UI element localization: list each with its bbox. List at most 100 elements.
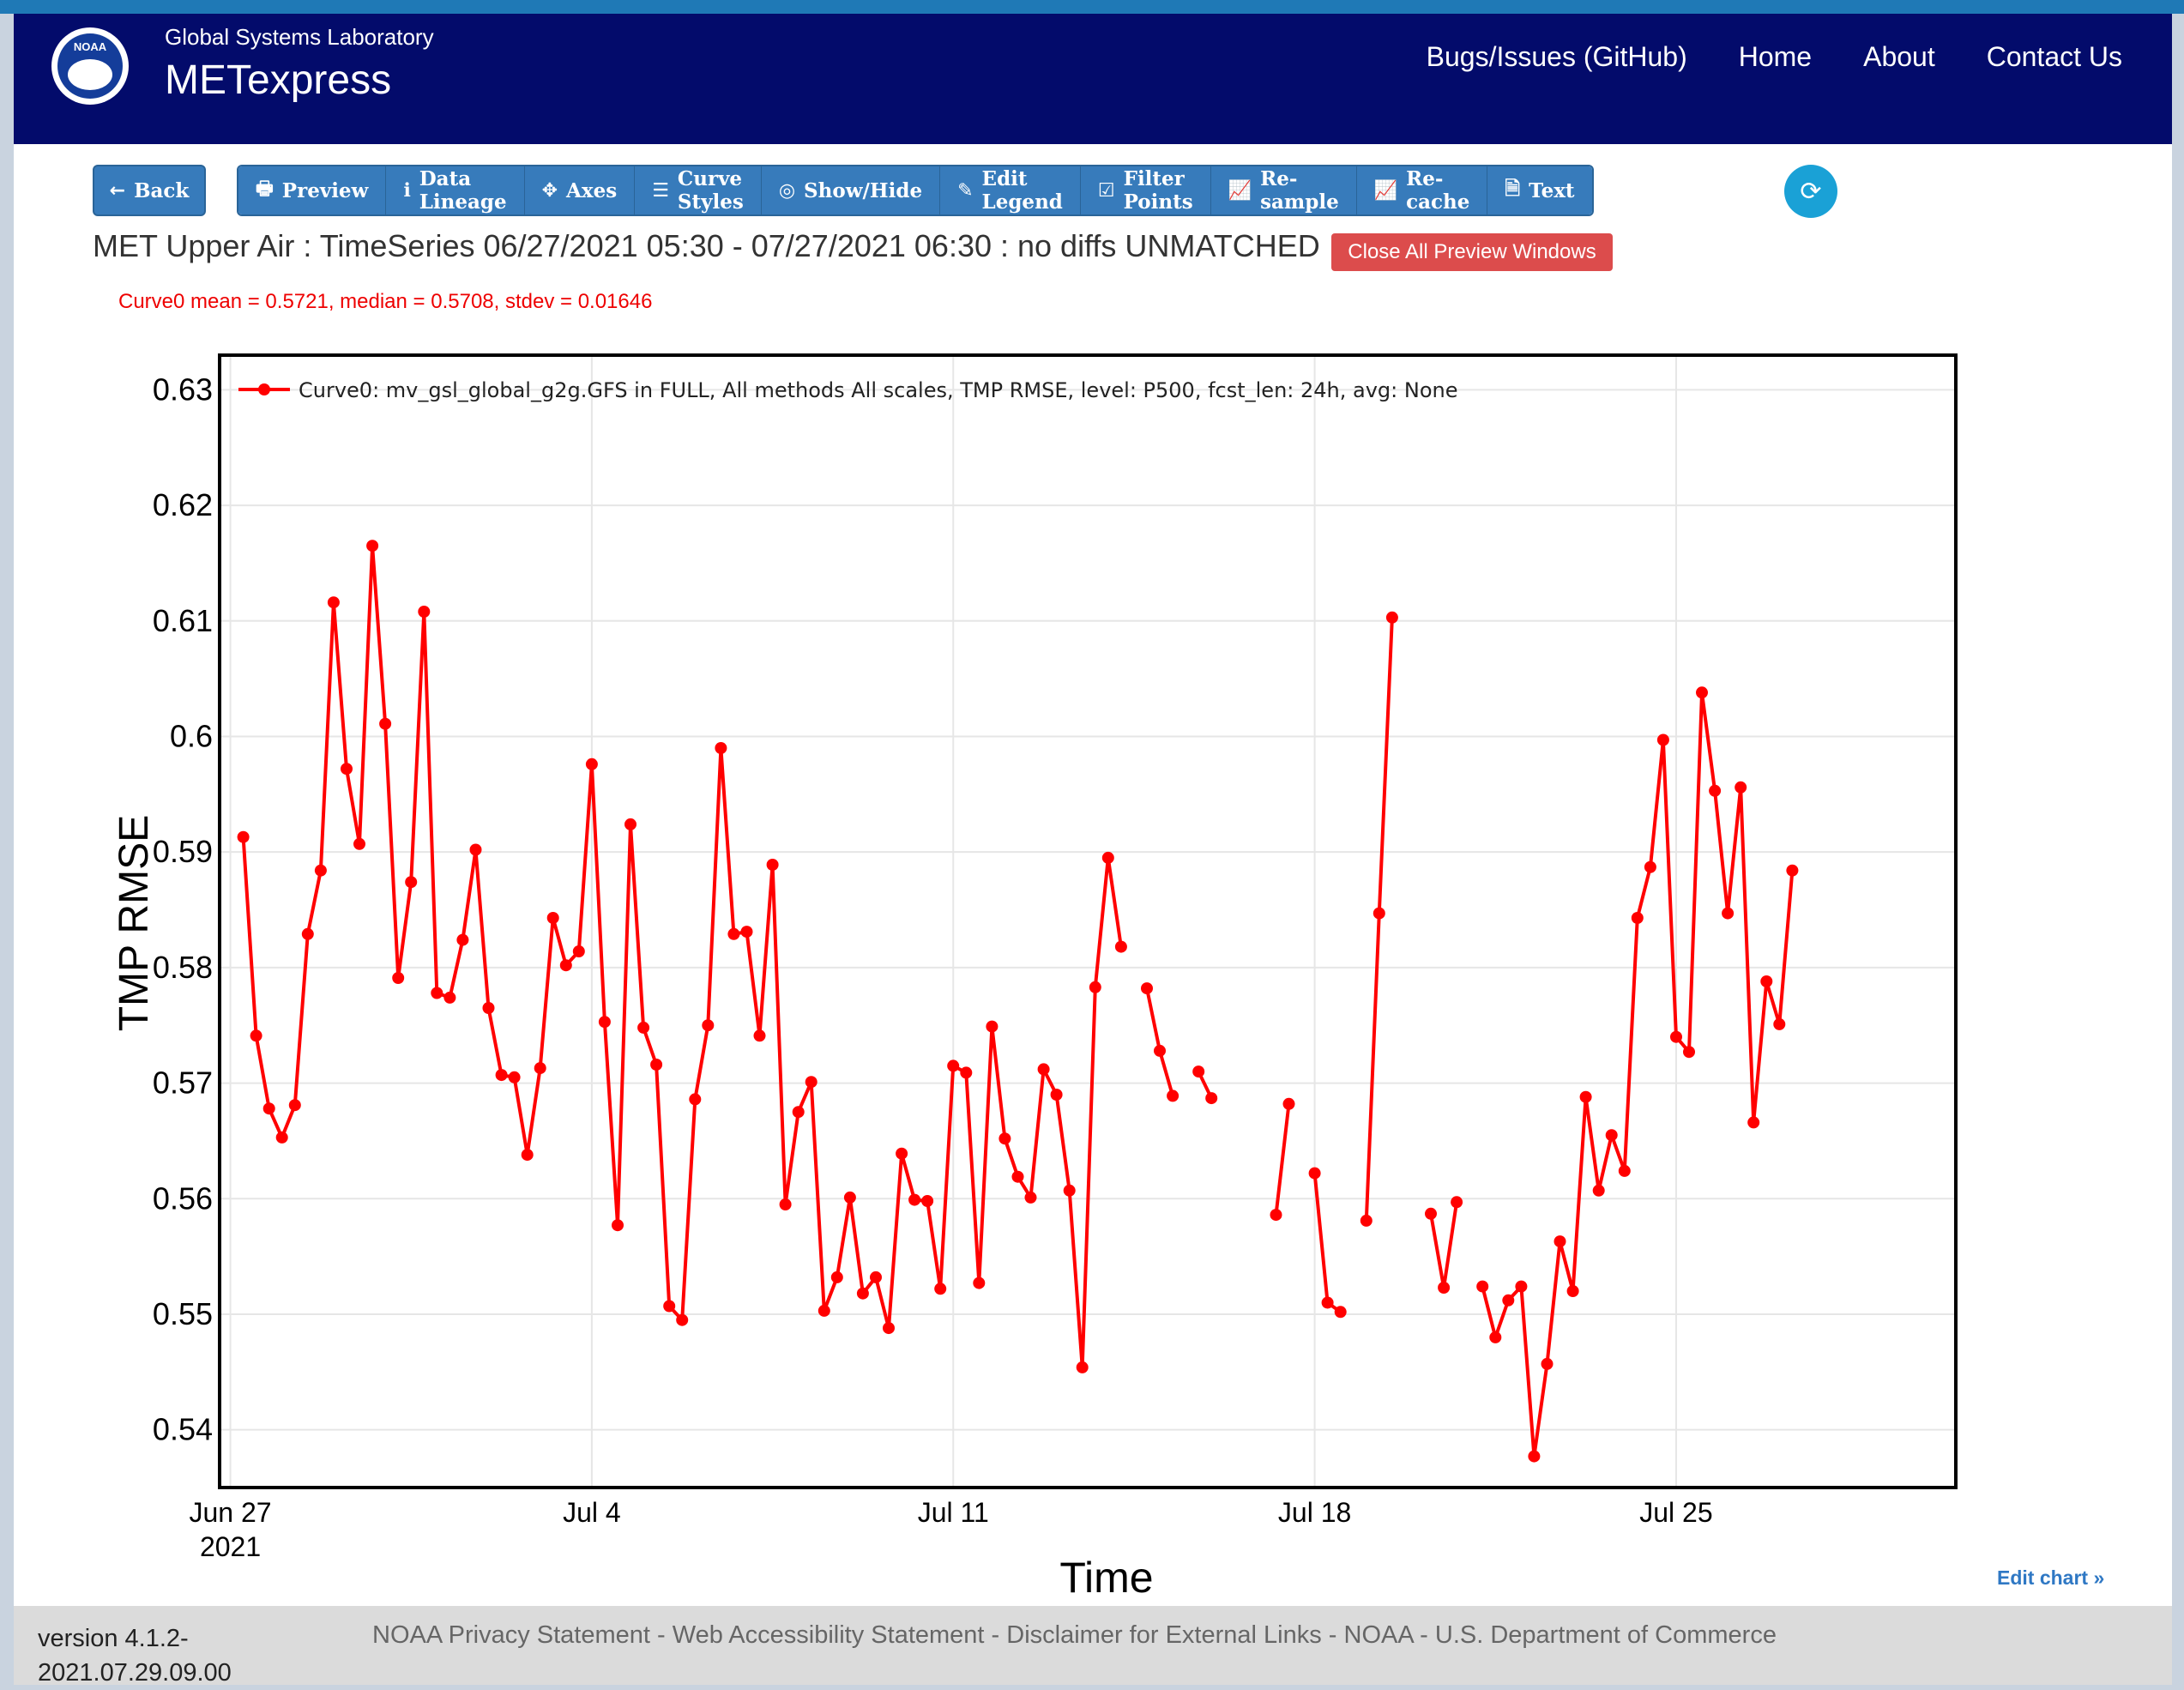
data-point[interactable] xyxy=(392,972,405,984)
data-point[interactable] xyxy=(1670,1030,1682,1043)
data-point[interactable] xyxy=(585,757,598,770)
series-curve0[interactable] xyxy=(237,540,1799,1463)
data-point[interactable] xyxy=(1656,733,1669,746)
data-point[interactable] xyxy=(830,1271,843,1283)
data-point[interactable] xyxy=(870,1271,882,1283)
data-point[interactable] xyxy=(1037,1063,1050,1076)
data-point[interactable] xyxy=(1101,851,1114,864)
link-web-accessibility[interactable]: Web Accessibility Statement xyxy=(672,1621,985,1649)
data-point[interactable] xyxy=(1334,1306,1347,1319)
back-button[interactable]: ← Back xyxy=(93,165,206,216)
data-point[interactable] xyxy=(921,1195,934,1207)
data-point[interactable] xyxy=(843,1191,856,1204)
legend[interactable]: Curve0: mv_gsl_global_g2g.GFS in FULL, A… xyxy=(238,378,1457,402)
data-point[interactable] xyxy=(327,596,340,609)
data-point[interactable] xyxy=(1050,1089,1063,1101)
data-point[interactable] xyxy=(1579,1090,1592,1103)
data-point[interactable] xyxy=(598,1016,611,1029)
data-point[interactable] xyxy=(418,606,431,618)
data-point[interactable] xyxy=(856,1287,869,1300)
data-point[interactable] xyxy=(896,1147,908,1160)
link-noaa-privacy[interactable]: NOAA Privacy Statement xyxy=(372,1621,650,1649)
noaa-logo-icon[interactable]: NOAA xyxy=(51,27,129,105)
data-point[interactable] xyxy=(663,1300,676,1313)
data-point[interactable] xyxy=(275,1131,288,1144)
data-point[interactable] xyxy=(637,1021,650,1034)
data-point[interactable] xyxy=(1747,1116,1760,1129)
data-point[interactable] xyxy=(443,991,456,1004)
data-point[interactable] xyxy=(1773,1017,1786,1030)
data-point[interactable] xyxy=(792,1106,805,1119)
data-point[interactable] xyxy=(998,1132,1011,1145)
data-point[interactable] xyxy=(301,927,314,940)
data-point[interactable] xyxy=(624,818,636,830)
data-point[interactable] xyxy=(1515,1280,1528,1293)
data-point[interactable] xyxy=(405,876,418,889)
link-commerce[interactable]: U.S. Department of Commerce xyxy=(1434,1621,1777,1649)
data-point[interactable] xyxy=(960,1066,973,1079)
data-point[interactable] xyxy=(1167,1089,1179,1102)
data-point[interactable] xyxy=(753,1029,766,1042)
data-point[interactable] xyxy=(1308,1167,1321,1180)
edit-chart-link[interactable]: Edit chart » xyxy=(1997,1566,2105,1589)
data-point[interactable] xyxy=(1011,1170,1024,1183)
data-point[interactable] xyxy=(1282,1097,1295,1110)
data-point[interactable] xyxy=(1502,1294,1515,1307)
data-point[interactable] xyxy=(908,1193,921,1206)
nav-home[interactable]: Home xyxy=(1738,41,1813,72)
data-point[interactable] xyxy=(1476,1280,1489,1293)
filter-points-button[interactable]: ☑ Filter Points xyxy=(1080,166,1211,214)
data-point[interactable] xyxy=(612,1219,624,1232)
data-point[interactable] xyxy=(883,1322,895,1335)
data-point[interactable] xyxy=(1385,611,1398,624)
data-point[interactable] xyxy=(1321,1296,1334,1309)
data-point[interactable] xyxy=(934,1283,947,1295)
data-point[interactable] xyxy=(1618,1164,1631,1177)
data-point[interactable] xyxy=(973,1277,986,1289)
data-point[interactable] xyxy=(353,837,365,850)
data-point[interactable] xyxy=(715,742,727,754)
data-point[interactable] xyxy=(1541,1357,1554,1370)
data-point[interactable] xyxy=(456,933,469,946)
data-point[interactable] xyxy=(521,1149,534,1162)
data-point[interactable] xyxy=(1141,982,1153,995)
data-point[interactable] xyxy=(676,1313,689,1326)
close-all-preview-windows-button[interactable]: Close All Preview Windows xyxy=(1331,233,1613,271)
edit-legend-button[interactable]: ✎ Edit Legend xyxy=(940,166,1081,214)
data-point[interactable] xyxy=(1360,1214,1373,1227)
curve-styles-button[interactable]: ☰ Curve Styles xyxy=(635,166,762,214)
data-point[interactable] xyxy=(1631,912,1644,924)
data-point[interactable] xyxy=(1554,1235,1566,1248)
re-cache-button[interactable]: 📈 Re-cache xyxy=(1356,166,1488,214)
data-point[interactable] xyxy=(1566,1285,1579,1297)
data-point[interactable] xyxy=(314,864,327,877)
data-lineage-button[interactable]: ℹ Data Lineage xyxy=(386,166,525,214)
preview-button[interactable]: 🖶 Preview xyxy=(238,166,387,214)
data-point[interactable] xyxy=(237,830,250,843)
data-point[interactable] xyxy=(689,1093,702,1106)
data-point[interactable] xyxy=(1451,1196,1463,1209)
data-point[interactable] xyxy=(379,717,392,730)
link-noaa[interactable]: NOAA xyxy=(1343,1621,1414,1649)
data-point[interactable] xyxy=(469,843,482,856)
data-point[interactable] xyxy=(262,1102,275,1115)
data-point[interactable] xyxy=(1270,1209,1282,1222)
data-point[interactable] xyxy=(1192,1065,1205,1078)
data-point[interactable] xyxy=(1528,1450,1541,1463)
data-point[interactable] xyxy=(366,540,379,552)
link-disclaimer[interactable]: Disclaimer for External Links xyxy=(1006,1621,1322,1649)
data-point[interactable] xyxy=(1709,784,1722,797)
data-point[interactable] xyxy=(1489,1331,1502,1343)
data-point[interactable] xyxy=(817,1304,830,1317)
data-point[interactable] xyxy=(1373,907,1385,920)
data-point[interactable] xyxy=(805,1076,817,1089)
data-point[interactable] xyxy=(341,763,353,776)
data-point[interactable] xyxy=(986,1020,998,1033)
re-sample-button[interactable]: 📈 Re-sample xyxy=(1210,166,1357,214)
data-point[interactable] xyxy=(650,1059,663,1071)
data-point[interactable] xyxy=(1644,860,1656,873)
data-point[interactable] xyxy=(1786,864,1799,877)
data-point[interactable] xyxy=(1114,940,1127,953)
data-point[interactable] xyxy=(727,927,740,940)
nav-bugs-issues[interactable]: Bugs/Issues (GitHub) xyxy=(1426,41,1687,72)
